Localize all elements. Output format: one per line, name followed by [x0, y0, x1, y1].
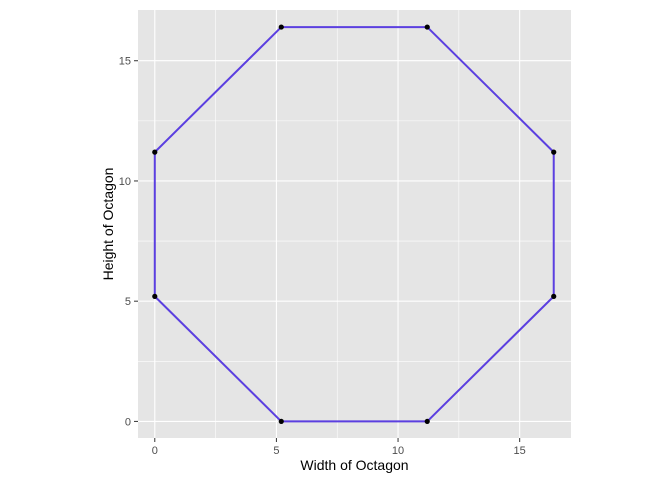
panel-background [138, 10, 571, 438]
y-axis-title: Height of Octagon [100, 168, 116, 281]
x-tick-label: 5 [273, 445, 279, 457]
vertex-point [551, 149, 557, 155]
vertex-point [152, 149, 158, 155]
major-gridlines [138, 10, 571, 438]
x-axis-title: Width of Octagon [300, 457, 408, 473]
vertex-point [278, 24, 284, 30]
minor-gridlines [138, 10, 571, 438]
vertex-point [551, 293, 557, 299]
vertex-point [424, 418, 430, 425]
vertex-point [278, 418, 284, 425]
y-tick-label: 5 [125, 296, 131, 308]
x-tick-label: 0 [152, 445, 158, 457]
data-marks [152, 24, 557, 425]
vertex-point [424, 24, 430, 30]
vertex-point [152, 293, 158, 299]
axis-ticks [134, 60, 521, 442]
y-tick-label: 15 [119, 56, 131, 68]
tick-labels: 0 5 10 15 0 5 10 15 [119, 56, 526, 457]
y-tick-label: 0 [125, 416, 131, 428]
x-tick-label: 15 [514, 445, 526, 457]
y-tick-label: 10 [119, 176, 131, 188]
x-tick-label: 10 [392, 445, 404, 457]
